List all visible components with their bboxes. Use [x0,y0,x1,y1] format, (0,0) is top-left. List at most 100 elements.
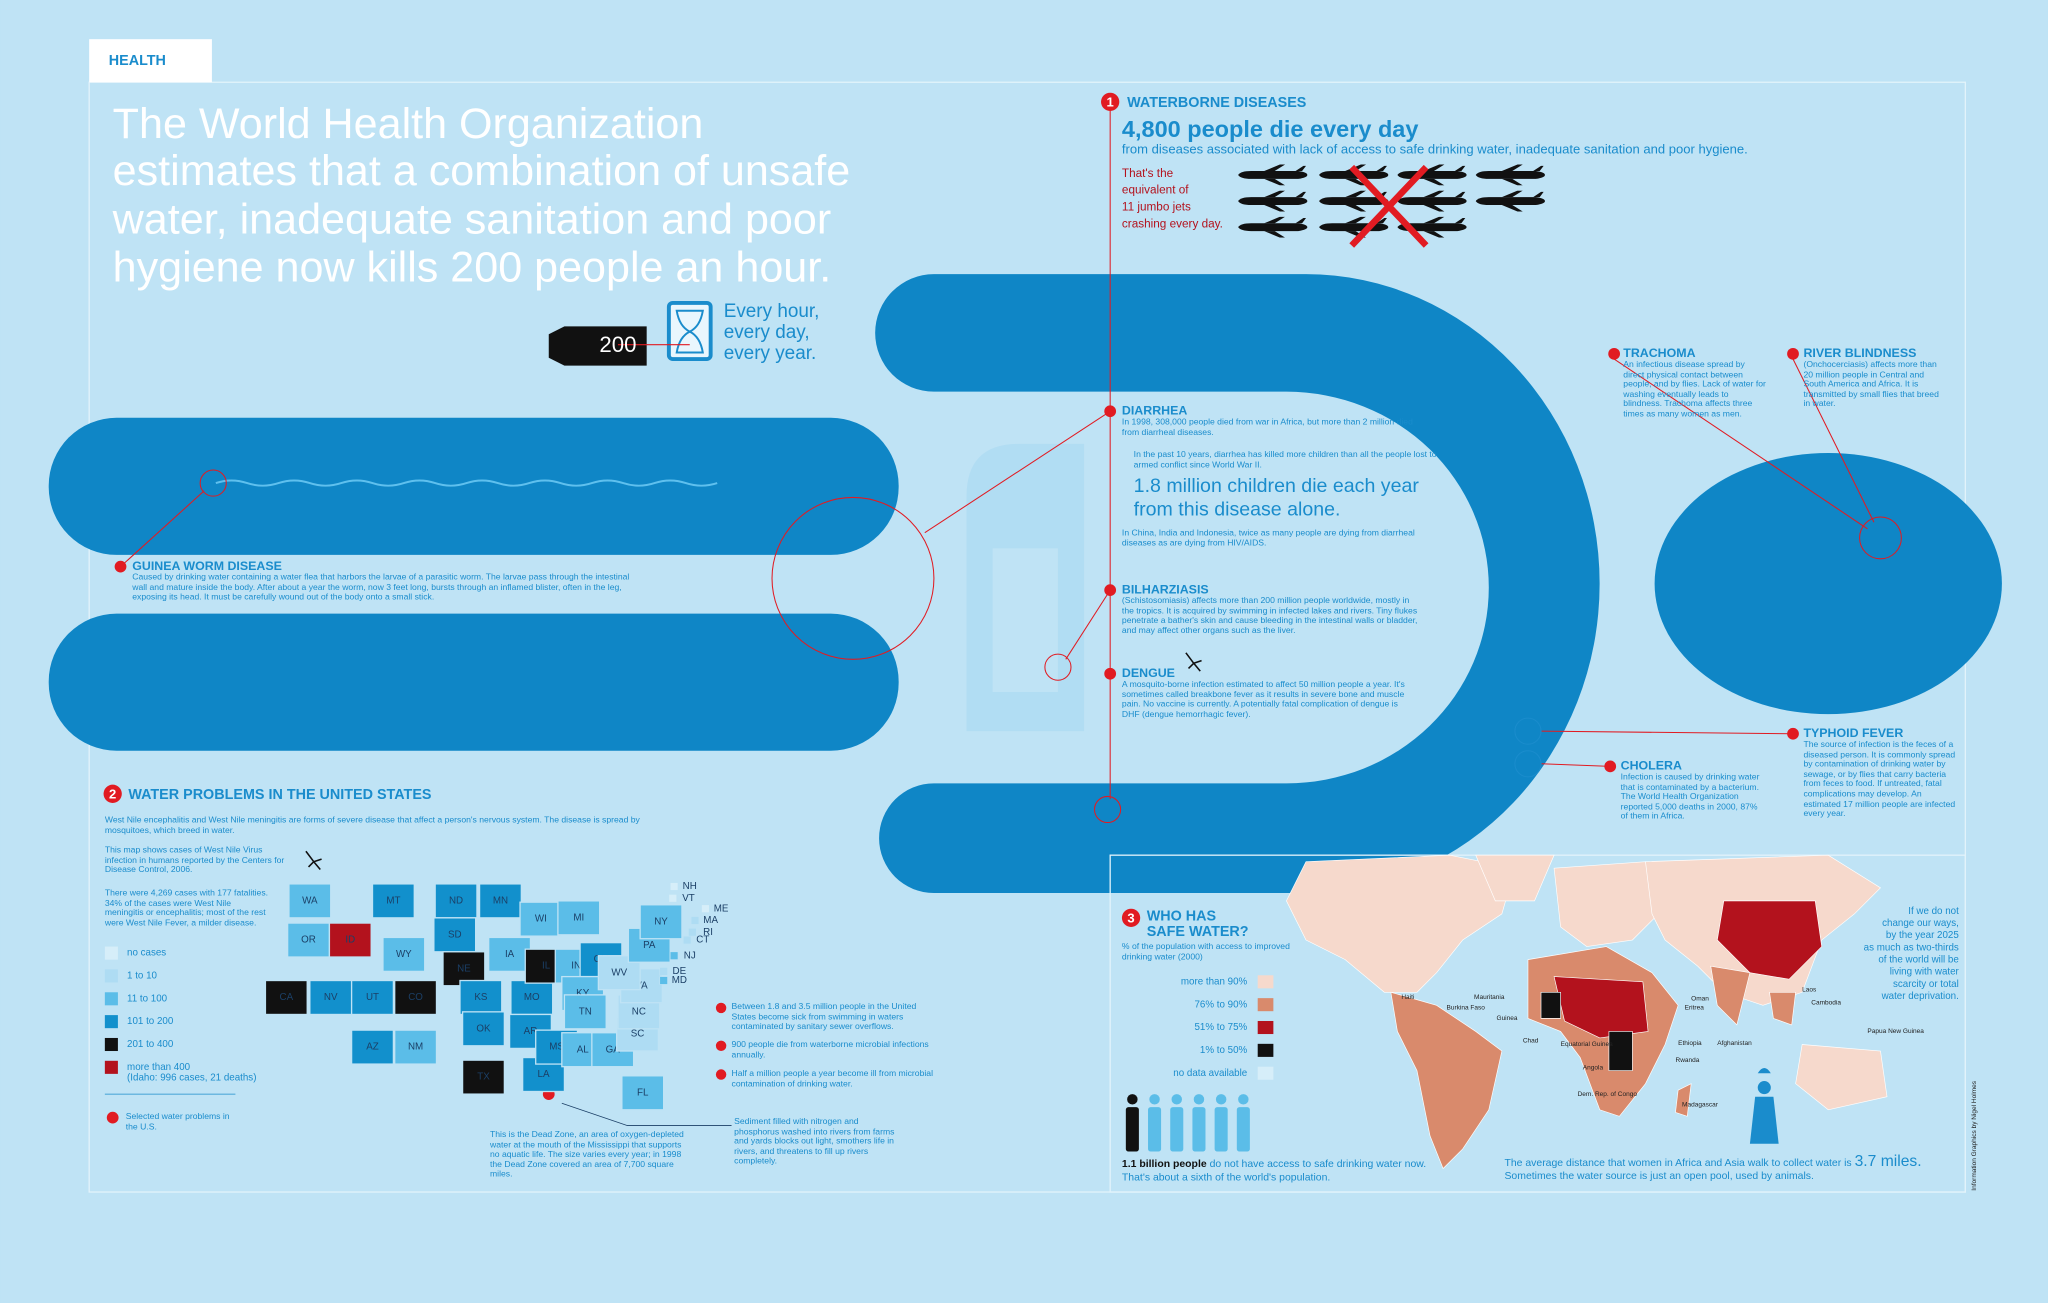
section-heading: SAFE WATER? [1147,924,1249,940]
disease-text: In the past 10 years, diarrhea has kille… [1133,450,1437,470]
dot [715,1040,727,1052]
section-heading: WATERBORNE DISEASES [1127,95,1307,111]
state-label: RI [703,927,713,938]
future-text: water deprivation. [1881,991,1959,1002]
dot [1604,760,1617,773]
text-block: This is the Dead Zone, an area of oxygen… [490,1131,684,1180]
text-block: In China, India and Indonesia, twice as … [1122,529,1415,548]
continent [1795,1044,1888,1111]
state [688,927,697,937]
connector-ring [199,469,227,497]
text-block: Half a million people a year become ill … [732,1069,933,1088]
state-label: NY [654,916,668,927]
state [478,883,522,919]
region [1608,1031,1633,1071]
headline: The World Health Organization [113,100,704,148]
disease-text: The source of infection is the feces of … [1803,740,1956,819]
legend-label: no data available [1173,1068,1247,1079]
state [510,979,554,1016]
dot [1104,405,1117,418]
state [659,967,668,976]
state-label: NJ [684,950,696,961]
connector-ring [1093,795,1122,824]
connector-ring [1514,750,1542,778]
dot [114,560,127,573]
state [621,1075,665,1111]
us-map: WA OR ID MT WY CA NV UT CO AZ NM ND SD NE KS OK TX MN IA MO… [264,881,729,1111]
disease-text: In 1998, 308,000 people died from war in… [1121,417,1413,437]
billion-bold: 1.1 billion people [1121,1158,1207,1170]
state [309,979,353,1016]
future-text: living with water [1890,967,1960,978]
legend-label: 51% to 75% [1195,1022,1248,1033]
state [557,900,601,936]
text-block: % of the population with access to impro… [1122,943,1290,962]
text-block: Caused by drinking water containing a wa… [132,573,629,602]
state [350,1029,395,1065]
legend-swatch [1257,1043,1274,1057]
future-text: of the world will be [1878,954,1958,965]
state-label: WY [396,949,412,960]
number-badge [103,784,122,803]
person-head [1127,1094,1138,1105]
coffin-number: 200 [599,332,636,357]
state-label: MS [549,1042,564,1053]
jets-caption: equivalent of [1122,184,1189,197]
mosquito [1185,652,1202,672]
state-label: TX [477,1072,490,1083]
state-label: SC [631,1029,645,1040]
state [669,882,679,891]
hourglass-caption: every day, [724,322,810,343]
future-text: change our ways, [1882,918,1959,929]
country-label: Madagascar [1682,1101,1719,1108]
disease-name: DENGUE [1122,666,1175,680]
text-block: An infectious disease spread by direct p… [1623,360,1766,419]
person-head [1171,1094,1182,1105]
connector-line [924,410,1111,534]
selected-label: Selected water problems in the U.S. [125,1112,230,1132]
sediment-text: Sediment filled with nitrogen and phosph… [734,1117,895,1167]
person-head [1238,1094,1249,1105]
disease-name: CHOLERA [1621,759,1682,773]
text-block: The average distance that women in Afric… [1504,1154,1921,1181]
text-block: (Onchocerciasis) affects more than 20 mi… [1803,360,1939,410]
state [461,1059,506,1095]
dot [715,1069,727,1080]
legend-label: 76% to 90% [1195,999,1248,1010]
hourglass-glass [675,309,704,354]
state-label: OK [476,1023,491,1034]
state [659,976,668,985]
state-label: KS [474,992,488,1003]
person-body [1192,1107,1206,1152]
pipe [1654,453,2002,715]
text-block: In 1998, 308,000 people died from war in… [1121,417,1413,437]
country-label: Guinea [1497,1015,1518,1022]
country-label: Eritrea [1685,1005,1705,1012]
text-block: West Nile encephalitis and West Nile men… [105,816,640,835]
disease-text: (Onchocerciasis) affects more than 20 mi… [1803,360,1939,410]
pipe [875,274,1600,894]
country-label: Papua New Guinea [1867,1028,1924,1035]
text-block: The source of infection is the feces of … [1803,740,1956,819]
mosquito [305,850,322,871]
state-label: NM [408,1042,423,1053]
worm-wave [215,479,718,487]
problem-text: Between 1.8 and 3.5 million people in th… [731,1002,917,1032]
state [288,883,332,919]
disease-name: TRACHOMA [1623,346,1695,360]
world-map [1286,854,1888,1170]
state [668,894,678,903]
state-label: DE [673,966,687,977]
state [350,979,395,1016]
person-head [1149,1094,1160,1105]
connector-ring [1044,653,1072,681]
legend-label: 101 to 200 [127,1016,174,1027]
state-label: IA [505,949,515,960]
jets-caption: That's the [1122,167,1174,180]
disease-text: (Schistosomiasis) affects more than 200 … [1121,596,1418,636]
state-label: VT [682,893,695,904]
state-label: MT [386,895,400,906]
state-label: MI [573,912,584,923]
text-block: This map shows cases of West Nile Virus … [105,846,284,875]
